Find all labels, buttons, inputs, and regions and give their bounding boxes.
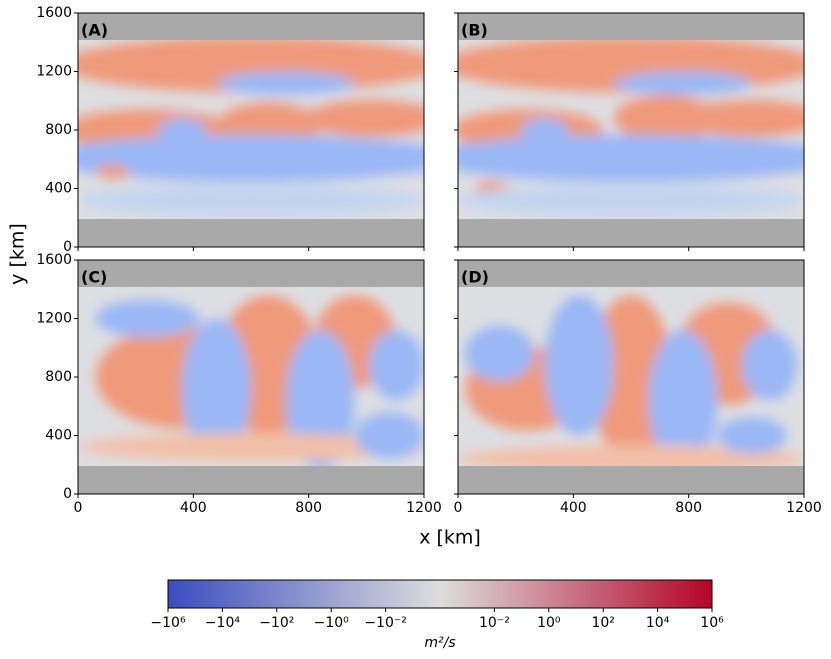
x-tick-label: 400 [180,500,207,516]
field-blob [181,318,251,459]
field-blob [613,94,718,142]
y-tick-label: 1600 [36,252,72,268]
field-blob [368,330,424,401]
field-blob [458,134,804,182]
field-blob [78,433,424,462]
y-tick-label: 1200 [36,64,72,80]
field [458,260,804,494]
field-blob [458,444,804,473]
colorbar-tick-label: 10⁴ [646,615,670,631]
y-tick-label: 1600 [36,5,72,21]
field-blob [157,118,207,142]
field-blob [95,165,130,180]
field-blob [78,134,424,182]
panel-label: (C) [81,268,107,287]
mask-band [458,466,804,494]
panel-label: (A) [81,21,108,40]
field [78,260,424,494]
field-blobs [458,295,804,473]
field-blob [717,416,787,455]
colorbar [167,579,713,609]
mask-band [458,260,804,287]
field-blob [682,99,804,138]
y-tick-label: 800 [45,122,72,138]
colorbar-tick-label: −10⁴ [205,615,241,631]
mask-band [78,13,424,40]
field-blob [613,71,753,95]
mask-band [78,219,424,247]
x-tick-label: 1200 [406,500,442,516]
colorbar-tick-label: 10⁶ [700,615,724,631]
y-tick-label: 400 [45,428,72,444]
field-blobs [78,36,424,217]
field-blob [78,183,424,217]
colorbar-tick-label: 10² [591,615,614,631]
field-blob [95,299,200,338]
field-blob [520,118,569,142]
field-blobs [78,295,424,471]
x-tick-label: 800 [675,500,702,516]
field-blobs [458,36,804,217]
y-axis-label: y [km] [7,223,29,285]
x-tick-label: 400 [560,500,587,516]
y-tick-label: 400 [45,181,72,197]
x-axis-label: x [km] [419,527,481,549]
mask-band [458,13,804,40]
y-tick-label: 1200 [36,311,72,327]
field [78,13,424,247]
mask-band [78,260,424,287]
mask-band [458,219,804,247]
colorbar-label: m²/s [424,635,455,651]
y-tick-label: 0 [63,239,72,255]
colorbar-tick-label: 10⁰ [537,615,561,631]
field [458,13,804,247]
x-tick-label: 0 [74,500,83,516]
x-tick-label: 0 [454,500,463,516]
panel-label: (B) [461,21,488,40]
field-blob [544,295,614,436]
field-blob [354,412,424,459]
colorbar-tick-label: −10⁻² [364,615,407,631]
y-tick-label: 0 [63,486,72,502]
field-blob [741,330,798,401]
colorbar-tick-label: 10⁻² [479,615,510,631]
colorbar-tick-label: −10⁶ [150,615,186,631]
field-blob [302,99,424,138]
x-tick-label: 1200 [786,500,822,516]
mask-band [78,466,424,494]
panel-label: (D) [461,268,489,287]
colorbar-tick-label: −10² [259,615,294,631]
colorbar-tick-label: −10⁰ [314,615,350,631]
field-blob [648,330,718,471]
field-blob [464,325,535,382]
y-tick-label: 800 [45,369,72,385]
field-blob [458,183,804,217]
field-blob [216,71,355,95]
x-tick-label: 800 [295,500,322,516]
